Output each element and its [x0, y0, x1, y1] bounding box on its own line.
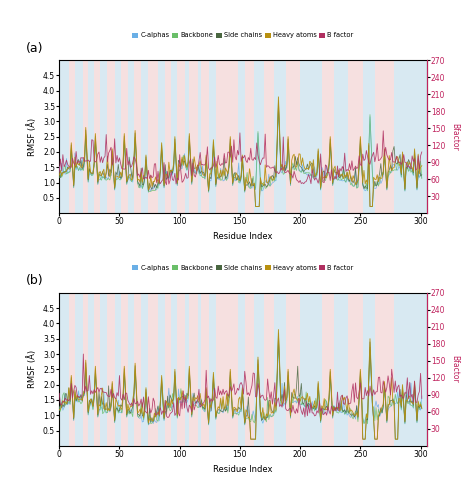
Bar — [245, 293, 255, 446]
Bar — [108, 293, 115, 446]
Bar — [83, 293, 88, 446]
Bar — [115, 293, 121, 446]
Bar — [334, 293, 348, 446]
Bar — [128, 60, 134, 213]
Bar — [348, 60, 363, 213]
Bar — [148, 60, 158, 213]
Bar — [134, 293, 141, 446]
Bar — [322, 293, 334, 446]
Bar — [273, 60, 286, 213]
Y-axis label: Bfactor: Bfactor — [450, 356, 459, 383]
Y-axis label: RMSF (Å): RMSF (Å) — [27, 118, 37, 156]
Bar — [334, 60, 348, 213]
Bar — [59, 293, 69, 446]
Bar — [141, 293, 148, 446]
Bar — [171, 60, 177, 213]
Bar — [209, 293, 216, 446]
Bar — [255, 60, 264, 213]
Bar — [245, 60, 255, 213]
Bar — [165, 60, 171, 213]
Bar — [148, 293, 158, 446]
Bar — [75, 293, 83, 446]
Bar — [121, 293, 128, 446]
Bar — [141, 60, 148, 213]
Bar — [158, 293, 165, 446]
Bar — [189, 60, 198, 213]
Bar — [201, 60, 209, 213]
Bar — [209, 60, 216, 213]
Bar — [363, 293, 375, 446]
Bar — [100, 293, 108, 446]
Bar — [198, 293, 201, 446]
Bar — [394, 293, 427, 446]
Bar — [83, 60, 88, 213]
Bar — [121, 60, 128, 213]
Bar — [322, 60, 334, 213]
Text: (a): (a) — [26, 42, 44, 55]
Bar — [300, 60, 322, 213]
Bar — [264, 60, 273, 213]
Bar — [198, 60, 201, 213]
Bar — [158, 60, 165, 213]
Bar — [394, 60, 427, 213]
X-axis label: Residue Index: Residue Index — [213, 464, 273, 473]
Bar — [134, 60, 141, 213]
Bar — [189, 293, 198, 446]
Bar — [255, 293, 264, 446]
Bar — [184, 293, 189, 446]
Bar — [75, 60, 83, 213]
Bar — [69, 293, 75, 446]
Bar — [375, 293, 394, 446]
Bar — [88, 293, 94, 446]
Bar — [177, 293, 184, 446]
Bar — [237, 293, 245, 446]
Bar — [348, 293, 363, 446]
Bar — [88, 60, 94, 213]
Bar — [171, 293, 177, 446]
Bar — [128, 293, 134, 446]
Bar — [94, 60, 100, 213]
Bar — [300, 293, 322, 446]
X-axis label: Residue Index: Residue Index — [213, 232, 273, 241]
Legend: C-alphas, Backbone, Side chains, Heavy atoms, B factor: C-alphas, Backbone, Side chains, Heavy a… — [130, 263, 356, 274]
Text: (b): (b) — [26, 275, 44, 288]
Bar — [375, 60, 394, 213]
Bar — [273, 293, 286, 446]
Bar — [184, 60, 189, 213]
Bar — [69, 60, 75, 213]
Bar — [216, 293, 237, 446]
Y-axis label: Bfactor: Bfactor — [450, 123, 459, 150]
Bar — [59, 60, 69, 213]
Bar — [363, 60, 375, 213]
Bar — [165, 293, 171, 446]
Bar — [216, 60, 237, 213]
Bar — [264, 293, 273, 446]
Legend: C-alphas, Backbone, Side chains, Heavy atoms, B factor: C-alphas, Backbone, Side chains, Heavy a… — [130, 30, 356, 41]
Bar — [201, 293, 209, 446]
Bar — [94, 293, 100, 446]
Bar — [115, 60, 121, 213]
Y-axis label: RMSF (Å): RMSF (Å) — [27, 350, 37, 388]
Bar — [237, 60, 245, 213]
Bar — [177, 60, 184, 213]
Bar — [286, 60, 300, 213]
Bar — [100, 60, 108, 213]
Bar — [108, 60, 115, 213]
Bar — [286, 293, 300, 446]
